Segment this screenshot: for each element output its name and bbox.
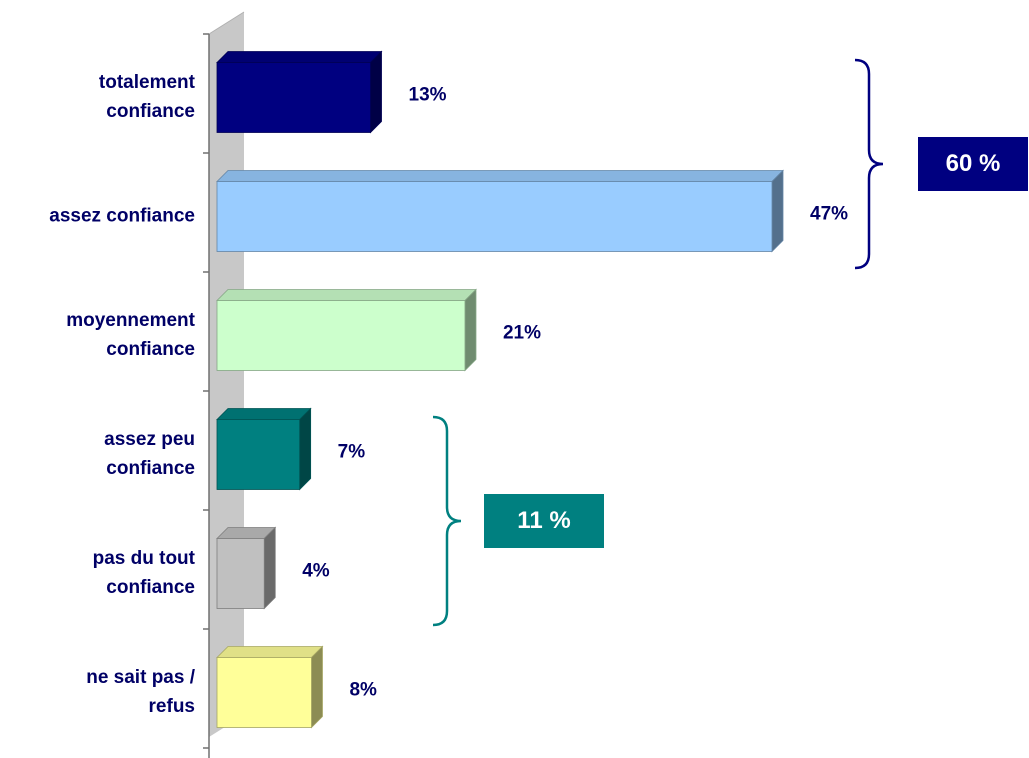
- bar-side-face: [464, 288, 477, 372]
- category-label: pas du tout: [93, 548, 196, 569]
- value-label: 13%: [409, 85, 447, 106]
- category-label: assez confiance: [49, 206, 195, 227]
- value-label: 21%: [503, 323, 541, 344]
- value-label: 8%: [349, 680, 377, 701]
- bar: [216, 657, 312, 728]
- group-badge-confiance: 60 %: [918, 137, 1028, 191]
- bar-side-face: [370, 50, 382, 134]
- group-brace: [432, 415, 462, 627]
- bar: [216, 538, 265, 609]
- bar: [216, 419, 301, 490]
- bar-side-face: [311, 645, 323, 729]
- category-label: ne sait pas /: [86, 667, 195, 688]
- category-label: confiance: [106, 339, 195, 360]
- bar-top-face: [216, 289, 477, 301]
- category-label: moyennement: [66, 310, 195, 331]
- group-brace: [854, 58, 884, 270]
- value-label: 4%: [302, 561, 330, 582]
- category-label: assez peu: [104, 429, 195, 450]
- axis-wall-top-edge: [208, 11, 245, 35]
- bar-top-face: [216, 646, 324, 658]
- bar: [216, 62, 371, 133]
- bar: [216, 181, 773, 252]
- category-label: confiance: [106, 458, 195, 479]
- bar-side-face: [263, 526, 276, 610]
- bar-top-face: [216, 408, 312, 420]
- bar-side-face: [299, 407, 312, 491]
- group-badge-peu-confiance: 11 %: [484, 494, 604, 548]
- bar-top-face: [216, 51, 383, 63]
- category-label: confiance: [106, 577, 195, 598]
- value-label: 7%: [338, 442, 366, 463]
- value-label: 47%: [810, 204, 848, 225]
- bar: [216, 300, 466, 371]
- category-label: confiance: [106, 101, 195, 122]
- category-label: refus: [149, 696, 195, 717]
- bar-top-face: [216, 170, 784, 182]
- bar-side-face: [771, 169, 784, 253]
- category-label: totalement: [99, 72, 196, 93]
